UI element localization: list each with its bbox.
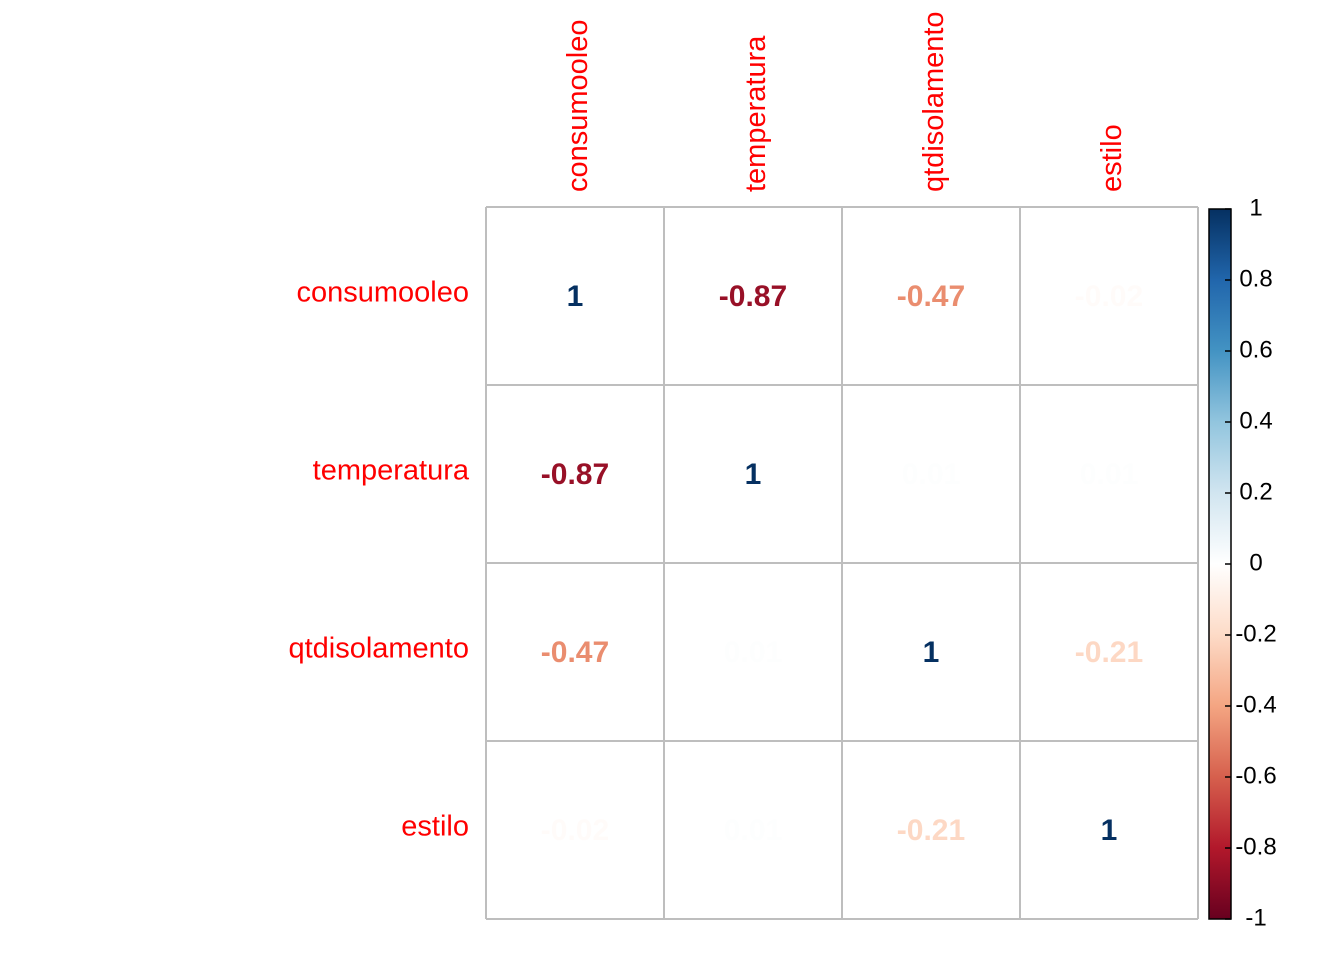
cell-value-label: -0.47 — [897, 280, 965, 313]
cell-value-label: 0.01 — [724, 814, 782, 847]
cell-value-label: 1 — [1101, 814, 1118, 847]
cell-value-label: -0.21 — [897, 814, 965, 847]
cell-value-label: -0.47 — [541, 636, 609, 669]
colorbar-tick-label: 0 — [1249, 549, 1262, 576]
colorbar: 1 0.8 0.6 0.4 0.2 0 -0.2 -0.4 -0.6 -0.8 -1 — [1208, 194, 1277, 931]
cell-value-label: -0.02 — [541, 814, 609, 847]
colorbar-tick-label: -0.6 — [1235, 762, 1276, 789]
colorbar-tick-label: 1 — [1249, 194, 1262, 221]
row-label: temperatura — [313, 455, 470, 487]
cell-value-label: 1 — [745, 458, 762, 491]
column-label: qtdisolamento — [918, 11, 950, 192]
cell-value-label: -0.87 — [541, 458, 609, 491]
cell-value-label: 0.01 — [724, 636, 782, 669]
cell-value-label: 0.01 — [1080, 458, 1138, 491]
colorbar-tick-label: 0.2 — [1239, 478, 1272, 505]
cell-value-label: -0.21 — [1075, 636, 1143, 669]
colorbar-tick-label: -0.8 — [1235, 833, 1276, 860]
cell-label-layer: 1 -0.87 -0.47 -0.02 -0.87 1 0.01 0.01 -0.47 0.01 1… — [541, 280, 1143, 847]
colorbar-tick-label: 0.4 — [1239, 407, 1272, 434]
column-label: consumooleo — [562, 20, 594, 193]
colorbar-tick-label: -0.4 — [1235, 691, 1276, 718]
cell-value-label: -0.02 — [1075, 280, 1143, 313]
cell-value-label: 1 — [567, 280, 584, 313]
colorbar-tick-label: 0.8 — [1239, 265, 1272, 292]
colorbar-tick-label: -0.2 — [1235, 620, 1276, 647]
row-label: consumooleo — [297, 277, 470, 309]
cell-value-label: 1 — [923, 636, 940, 669]
colorbar-tick-label: 0.6 — [1239, 336, 1272, 363]
cell-value-label: 0.01 — [902, 458, 960, 491]
column-label: estilo — [1096, 124, 1128, 192]
row-label: estilo — [401, 811, 469, 843]
row-label: qtdisolamento — [288, 633, 469, 665]
row-label-layer: consumooleo temperatura qtdisolamento estil… — [288, 277, 469, 843]
grid-layer — [485, 206, 1199, 920]
colorbar-tick-label: -1 — [1245, 904, 1266, 931]
column-label: temperatura — [740, 35, 772, 192]
cell-value-label: -0.87 — [719, 280, 787, 313]
col-label-layer: consumooleo temperatura qtdisolamento estil… — [562, 11, 1128, 192]
